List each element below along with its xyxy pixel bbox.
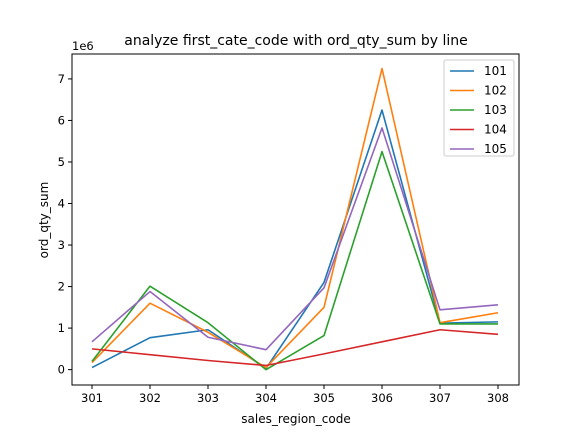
x-tick-label-307: 307 [429,391,451,405]
x-tick-label-303: 303 [197,391,219,405]
x-tick-label-301: 301 [81,391,103,405]
legend-label-105: 105 [484,142,507,156]
series-line-103 [91,150,498,371]
plot-lines [91,67,499,371]
legend: 101 102 103 104 105 [443,59,515,157]
y-axis-ticks: 0 1 2 3 4 5 6 7 [58,72,72,377]
series-line-104 [91,328,499,367]
chart-title: analyze first_cate_code with ord_qty_sum… [124,33,468,49]
legend-box [443,59,515,157]
x-tick-label-302: 302 [139,391,161,405]
y-tick-label-1: 1 [58,321,65,335]
x-tick-label-308: 308 [487,391,509,405]
series-line-105 [91,127,499,351]
y-tick-label-3: 3 [58,238,65,252]
legend-label-103: 103 [484,103,507,117]
y-tick-label-7: 7 [58,72,65,86]
x-tick-label-306: 306 [371,391,393,405]
x-tick-label-304: 304 [255,391,277,405]
legend-label-104: 104 [484,123,507,137]
x-axis-label: sales_region_code [241,412,350,426]
legend-label-102: 102 [484,84,507,98]
x-tick-label-305: 305 [313,391,335,405]
y-tick-label-0: 0 [58,363,65,377]
series-line-101 [91,109,499,370]
y-offset-text: 1e6 [72,39,94,53]
y-tick-label-4: 4 [58,197,65,211]
x-axis-ticks: 301 302 303 304 305 306 307 308 [81,385,509,405]
y-tick-label-5: 5 [58,155,65,169]
y-axis-label: ord_qty_sum [37,182,51,259]
series-line-102 [91,67,499,369]
plot-frame [71,53,520,386]
y-tick-label-2: 2 [58,280,65,294]
legend-label-101: 101 [484,64,507,78]
y-tick-label-6: 6 [58,113,65,127]
